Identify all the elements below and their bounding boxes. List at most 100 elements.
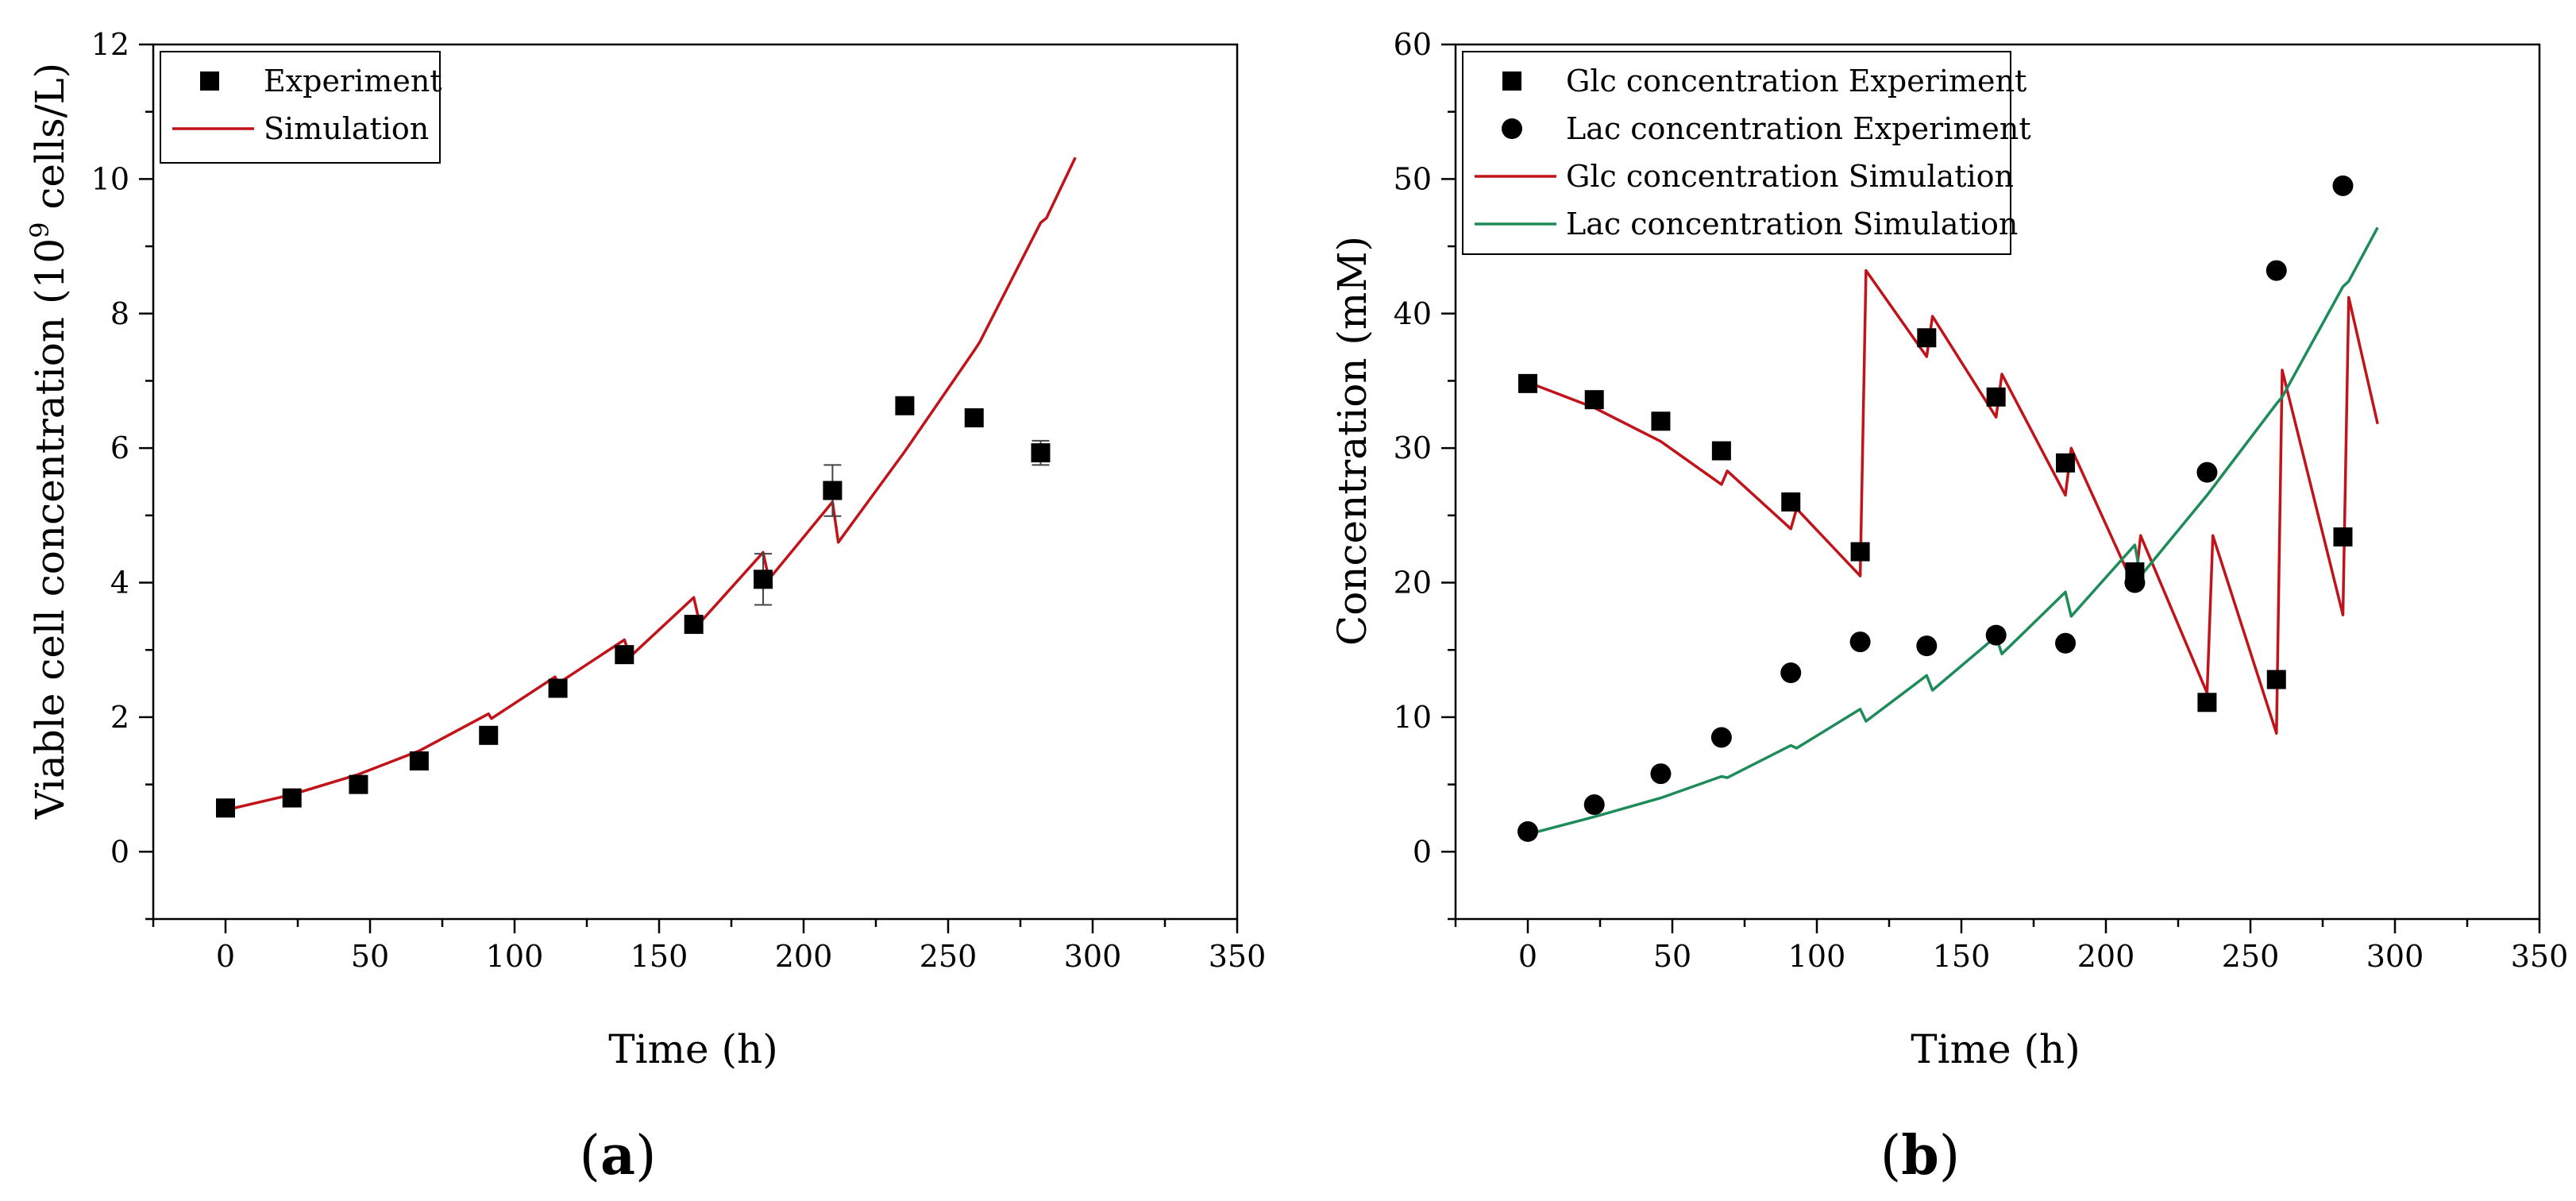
- panel-b-legend-circle-swatch: [1502, 118, 1522, 139]
- panel-b-marker-circle: [2266, 260, 2287, 281]
- panel-b-xtick-label: 50: [1653, 939, 1691, 974]
- panel-a-xtick-label: 250: [920, 939, 978, 974]
- panel-a-marker-square: [409, 751, 429, 770]
- panel-a-xtick-label: 350: [1209, 939, 1267, 974]
- panel-b-legend-label: Lac concentration Experiment: [1566, 111, 2031, 146]
- panel-b-marker-square: [1850, 542, 1870, 562]
- panel-b-marker-square: [2266, 670, 2286, 689]
- panel-a-label-close: ): [635, 1125, 657, 1187]
- panel-b-marker-circle: [1780, 662, 1802, 684]
- panel-a-ytick-label: 12: [91, 27, 129, 62]
- panel-a-marker-square: [216, 798, 235, 818]
- panel-b-marker-circle: [1916, 635, 1938, 657]
- panel-b-marker-square: [1518, 373, 1537, 393]
- panel-a-xtick-label: 50: [351, 939, 389, 974]
- panel-a-marker-square: [479, 725, 499, 745]
- panel-b-marker-square: [1917, 328, 1937, 348]
- panel-b-ytick-label: 0: [1413, 834, 1432, 869]
- panel-b-marker-circle: [1650, 763, 1672, 785]
- panel-b-ytick-label: 40: [1394, 296, 1432, 331]
- panel-b-xlabel: Time (h): [1911, 1026, 2080, 1072]
- panel-b-xtick-label: 0: [1518, 939, 1537, 974]
- panel-b-label-letter: b: [1901, 1124, 1939, 1187]
- panel-a-ytick-label: 4: [110, 566, 129, 600]
- panel-a-xlabel: Time (h): [608, 1026, 777, 1072]
- panel-a-legend-box: [160, 51, 441, 164]
- panel-a-ytick-label: 0: [110, 834, 129, 869]
- panel-b-marker-circle: [1849, 631, 1871, 653]
- panel-a-label-letter: a: [600, 1124, 635, 1187]
- panel-a-ylabel-unit: cells/L): [27, 63, 73, 222]
- panel-b-marker-square: [1584, 390, 1604, 410]
- panel-b-marker-circle: [2332, 175, 2354, 196]
- panel-a-xtick-label: 200: [775, 939, 833, 974]
- panel-b: 0 50 100 150 200 250 300 350 0 10 20 30 40 50 60 Glc co…: [1329, 27, 2568, 1187]
- panel-b-marker-square: [2056, 453, 2076, 473]
- plot-area-b: 0 50 100 150 200 250 300 350 0 10 20 30 40 50 60 Glc co…: [1394, 27, 2569, 974]
- panel-a-ytick-label: 2: [110, 700, 129, 735]
- panel-a-ylabel-main: Viable cell concentration (10: [27, 238, 73, 820]
- panel-b-marker-circle: [1710, 727, 1732, 748]
- panel-a-marker-square: [615, 645, 634, 665]
- panel-b-legend-label: Glc concentration Simulation: [1566, 159, 2014, 194]
- panel-a-marker-square: [1031, 443, 1051, 463]
- panel-b-label-close: ): [1939, 1125, 1961, 1187]
- panel-a-label-open: (: [579, 1125, 600, 1187]
- panel-b-marker-circle: [2055, 632, 2077, 654]
- panel-a-ylabel-exponent: 9: [25, 222, 55, 238]
- panel-b-legend-box: [1462, 51, 2011, 255]
- panel-a-legend-square-swatch: [200, 71, 219, 91]
- panel-b-xtick-label: 200: [2077, 939, 2135, 974]
- panel-a-series-line-0: [225, 156, 1077, 812]
- panel-b-marker-circle: [1517, 821, 1538, 842]
- panel-b-xtick-label: 250: [2222, 939, 2280, 974]
- panel-b-legend-label: Lac concentration Simulation: [1566, 207, 2018, 241]
- panel-a-marker-square: [684, 615, 704, 635]
- panel-a-ylabel: Viable cell concentration (109 cells/L): [25, 63, 73, 820]
- panel-a-marker-square: [823, 481, 843, 500]
- panel-b-label: (b): [1880, 1124, 1961, 1187]
- panel-b-label-open: (: [1880, 1125, 1902, 1187]
- panel-b-axes-frame: [1454, 43, 2541, 921]
- panel-a-axes-frame: [152, 43, 1239, 921]
- panel-b-marker-square: [2333, 527, 2353, 546]
- panel-a-marker-square: [548, 678, 568, 698]
- panel-b-marker-circle: [2196, 461, 2218, 483]
- panel-b-xtick-label: 150: [1933, 939, 1991, 974]
- panel-b-ytick-label: 10: [1394, 700, 1432, 735]
- panel-b-xtick-label: 100: [1788, 939, 1846, 974]
- plot-area-a: 0 50 100 150 200 250 300 350 0 2 4 6 8 10 12 Experiment…: [91, 27, 1267, 974]
- panel-b-legend-square-swatch: [1502, 71, 1521, 91]
- panel-b-marker-square: [1781, 492, 1801, 512]
- panel-a-xtick-label: 100: [486, 939, 544, 974]
- panel-a-label: (a): [579, 1124, 656, 1187]
- panel-a-ytick-label: 10: [91, 161, 129, 196]
- panel-a-xtick-label: 0: [216, 939, 235, 974]
- panel-b-marker-square: [1651, 411, 1671, 431]
- panel-b-marker-circle: [2124, 572, 2146, 593]
- panel-b-legend-label: Glc concentration Experiment: [1566, 64, 2026, 98]
- panel-a-marker-square: [282, 788, 302, 808]
- panel-a-xtick-label: 150: [631, 939, 688, 974]
- panel-b-ytick-label: 30: [1394, 431, 1432, 465]
- panel-a-ytick-label: 6: [110, 431, 129, 465]
- panel-a-marker-square: [964, 408, 984, 428]
- panel-a-marker-square: [754, 570, 773, 589]
- panel-b-xtick-label: 300: [2366, 939, 2424, 974]
- panel-b-marker-square: [2197, 693, 2217, 712]
- panel-a-marker-square: [349, 774, 368, 794]
- panel-b-marker-circle: [1985, 624, 2007, 646]
- panel-b-ytick-label: 20: [1394, 566, 1432, 600]
- panel-b-ytick-label: 50: [1394, 161, 1432, 196]
- panel-a-ytick-label: 8: [110, 296, 129, 331]
- panel-b-ylabel: Concentration (mM): [1329, 236, 1375, 646]
- panel-b-marker-square: [1986, 387, 2006, 407]
- panel-a-marker-square: [895, 396, 915, 415]
- panel-b-xtick-label: 350: [2511, 939, 2569, 974]
- panel-b-ytick-label: 60: [1394, 27, 1432, 62]
- panel-b-marker-square: [1711, 441, 1731, 461]
- panel-a-legend-label: Simulation: [264, 111, 429, 146]
- panel-a-legend-label: Experiment: [264, 64, 442, 98]
